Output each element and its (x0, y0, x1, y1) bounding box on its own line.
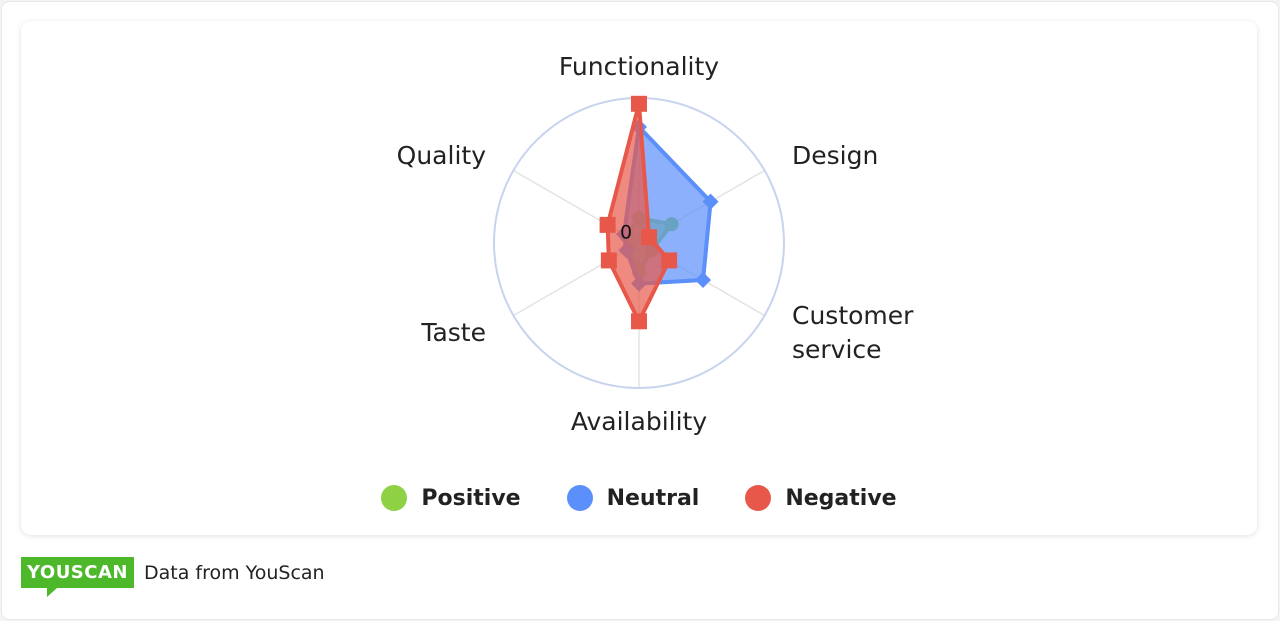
axis-label-quality: Quality (397, 141, 487, 170)
data-point-negative-customer-service (661, 252, 678, 269)
data-point-neutral-customer-service (695, 271, 712, 288)
axis-label-functionality: Functionality (559, 52, 719, 81)
axis-label-customer-service: service (792, 335, 882, 364)
data-point-negative-taste (600, 252, 617, 269)
legend-dot-icon (381, 485, 408, 511)
chart-card: Functionality Design Customer service Availa… (21, 21, 1257, 535)
legend-label: Negative (785, 485, 897, 511)
data-point-negative-design (641, 229, 658, 246)
legend-item-positive[interactable]: Positive (381, 485, 521, 511)
source-text: Data from YouScan (143, 561, 325, 584)
legend-label: Positive (421, 485, 521, 511)
legend-dot-icon (566, 485, 593, 511)
axis-label-availability: Availability (571, 407, 707, 436)
footer: YOUSCAN Data from YouScan (21, 557, 325, 597)
legend-label: Neutral (606, 485, 700, 511)
data-point-neutral-design (702, 193, 719, 210)
axis-label-design: Design (792, 141, 878, 170)
data-point-negative-functionality (631, 95, 647, 112)
youscan-logo: YOUSCAN (21, 557, 134, 597)
legend-item-negative[interactable]: Negative (745, 485, 897, 511)
legend-dot-icon (745, 485, 772, 511)
legend-item-neutral[interactable]: Neutral (566, 485, 700, 511)
axis-label-customer-service: Customer (792, 301, 914, 330)
data-point-negative-availability (631, 313, 647, 330)
radar-chart: Functionality Design Customer service Availa… (397, 52, 915, 436)
data-point-negative-quality (599, 216, 616, 233)
axis-label-taste: Taste (420, 318, 486, 347)
legend: Positive Neutral Negative (21, 485, 1257, 511)
radial-tick-label: 0 (620, 222, 632, 244)
